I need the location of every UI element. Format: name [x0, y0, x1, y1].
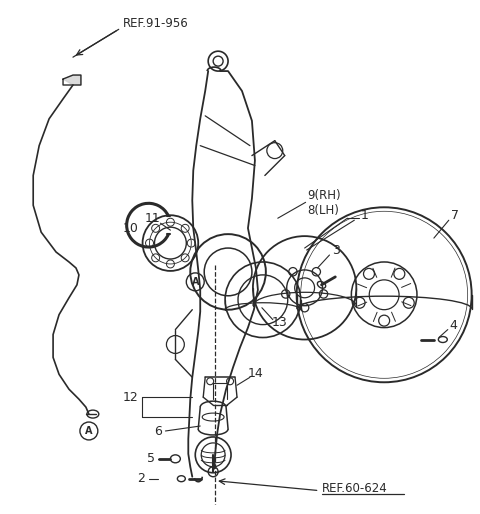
Text: A: A — [85, 426, 93, 436]
Text: 8(LH): 8(LH) — [308, 204, 339, 217]
Text: 3: 3 — [333, 244, 340, 256]
Text: 2: 2 — [137, 472, 144, 485]
Text: A: A — [192, 277, 199, 287]
Text: REF.91-956: REF.91-956 — [123, 17, 189, 30]
Text: 6: 6 — [155, 426, 162, 438]
Text: 14: 14 — [248, 367, 264, 380]
Text: 11: 11 — [144, 212, 160, 225]
Text: 1: 1 — [360, 209, 368, 222]
Text: 9(RH): 9(RH) — [308, 189, 341, 202]
Text: 12: 12 — [123, 391, 139, 403]
Text: 10: 10 — [123, 222, 139, 235]
Text: 7: 7 — [451, 209, 459, 222]
Text: 4: 4 — [450, 319, 458, 332]
Text: REF.60-624: REF.60-624 — [322, 482, 387, 495]
Text: 13: 13 — [272, 316, 288, 329]
Text: 5: 5 — [146, 452, 155, 465]
Polygon shape — [63, 75, 81, 85]
